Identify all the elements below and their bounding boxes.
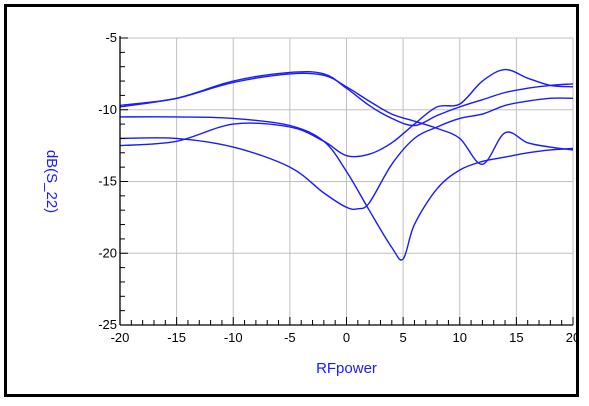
x-tick-label: 5: [400, 330, 407, 345]
y-tick-label: -20: [98, 245, 117, 260]
chart-frame: -20-15-10-505101520-25-20-15-10-5 RFpowe…: [4, 4, 579, 397]
y-tick-label: -10: [98, 102, 117, 117]
y-tick-label: -15: [98, 174, 117, 189]
series-line-2: [119, 70, 574, 127]
y-tick-label: -25: [98, 317, 117, 332]
x-tick-label: -20: [111, 330, 130, 345]
series-line-5: [119, 72, 574, 165]
series-line-4: [119, 97, 574, 211]
y-tick-label: -5: [105, 30, 117, 45]
x-tick-label: 0: [343, 330, 350, 345]
x-tick-label: -10: [224, 330, 243, 345]
series-line-3: [119, 116, 574, 261]
x-tick-label: -5: [284, 330, 296, 345]
series-layer: [119, 68, 574, 261]
y-axis-label: dB(S_22): [43, 150, 60, 213]
ticks: [119, 37, 574, 326]
grid: [120, 37, 574, 325]
x-tick-label: 20: [566, 330, 576, 345]
line-chart: -20-15-10-505101520-25-20-15-10-5 RFpowe…: [43, 30, 576, 377]
x-tick-label: 15: [509, 330, 523, 345]
x-tick-label: 10: [453, 330, 467, 345]
tick-labels: -20-15-10-505101520-25-20-15-10-5: [98, 30, 576, 345]
series-line-1: [119, 68, 574, 158]
x-tick-label: -15: [167, 330, 186, 345]
x-axis-label: RFpower: [316, 360, 377, 377]
